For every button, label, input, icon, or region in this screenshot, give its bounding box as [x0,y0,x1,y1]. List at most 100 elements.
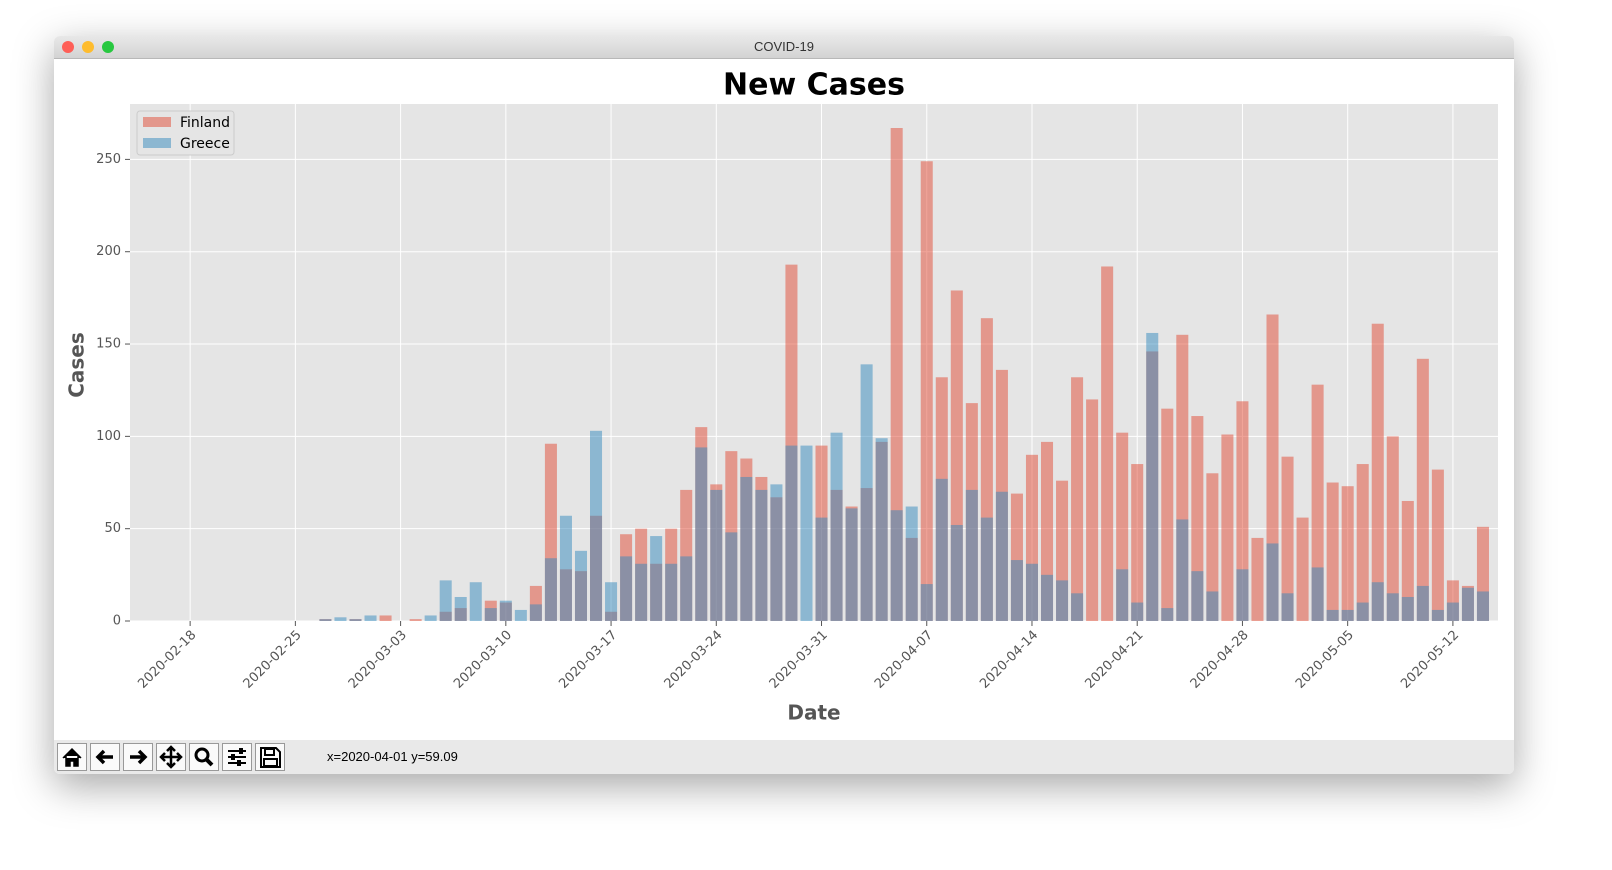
close-button[interactable] [62,41,74,53]
bar [1131,602,1144,621]
bar [890,128,903,621]
zoom-button[interactable] [189,743,219,771]
bar [860,364,873,621]
bar [890,510,903,621]
x-tick-label: 2020-05-12 [1398,628,1462,692]
title-bar: COVID-19 [54,36,1514,59]
bar [875,438,888,621]
bar [1446,602,1459,621]
x-tick-label: 2020-03-03 [346,628,410,692]
bar [830,432,843,621]
bar [1356,464,1369,621]
y-tick-label: 150 [96,337,121,352]
bar [1025,563,1038,621]
bar [650,536,663,621]
bar [1371,323,1384,621]
bar [1371,582,1384,621]
bar [905,506,918,621]
legend-swatch [143,138,171,148]
bar [424,615,437,621]
bar [1221,434,1234,621]
bar [1071,377,1084,621]
bar [635,563,648,621]
bar [1341,609,1354,621]
bar [1010,560,1023,621]
bar [1176,519,1189,621]
bar [439,580,452,621]
bar [1311,567,1324,621]
bar [995,491,1008,621]
bar [785,445,798,621]
bar [1206,473,1219,621]
bar [1040,574,1054,621]
save-button[interactable] [255,743,285,771]
bar [1251,537,1264,621]
bar [665,563,678,621]
bar [740,476,753,621]
bar [499,600,512,621]
bar [920,584,933,621]
legend-swatch [143,117,171,127]
bar [319,619,332,621]
bar [1101,266,1114,621]
bar [1131,464,1144,621]
status-text: x=2020-04-01 y=59.09 [327,749,458,764]
y-tick-label: 100 [96,429,121,444]
y-tick-label: 50 [104,521,121,536]
bar [1326,609,1339,621]
bar [1311,384,1324,621]
bar [965,489,978,621]
chart-title: New Cases [723,68,905,103]
bar [755,489,768,621]
bar [770,484,783,621]
bar [484,608,497,621]
home-button[interactable] [57,743,87,771]
bar [815,517,828,621]
bar [845,508,858,621]
configure-button[interactable] [222,743,252,771]
legend-label: Greece [180,136,230,152]
bar [695,447,708,621]
zoom-button[interactable] [102,41,114,53]
bar [1281,593,1294,621]
x-tick-label: 2020-04-14 [977,628,1041,692]
forward-button[interactable] [123,743,153,771]
bar [1476,591,1489,621]
bar [574,550,588,621]
bar [710,489,723,621]
minimize-button[interactable] [82,41,94,53]
bar [1341,486,1354,621]
bar [454,596,467,621]
bar [334,617,347,621]
bar [1281,456,1294,621]
x-tick-label: 2020-02-18 [135,628,199,692]
y-tick-label: 0 [113,614,121,629]
window: COVID-19 New Cases Date Cases 0 50 100 150 2… [54,36,1514,774]
bar [1416,585,1429,621]
bar [1191,416,1204,621]
bar [680,556,693,621]
bar [725,532,738,621]
y-axis-label: Cases [65,332,89,398]
back-button[interactable] [90,743,120,771]
x-tick-label: 2020-03-17 [556,628,620,692]
legend-label: Finland [180,115,230,131]
x-tick-label: 2020-04-07 [872,628,936,692]
window-title: COVID-19 [754,39,814,54]
bar [1416,358,1429,621]
x-tick-label: 2020-05-05 [1293,628,1357,692]
x-tick-label: 2020-04-21 [1082,628,1146,692]
bar [349,619,362,621]
bar [364,615,377,621]
bar [1386,593,1399,621]
bar [1161,608,1174,621]
bar [980,517,993,621]
chart: New Cases Date Cases 0 50 100 150 200 250 2020… [65,68,1498,725]
bar [544,558,557,621]
pan-button[interactable] [156,743,186,771]
bar [1431,469,1444,621]
bar [1236,401,1249,621]
toolbar: x=2020-04-01 y=59.09 [54,740,1514,774]
x-tick-label: 2020-02-25 [241,628,305,692]
bar [1191,571,1204,621]
